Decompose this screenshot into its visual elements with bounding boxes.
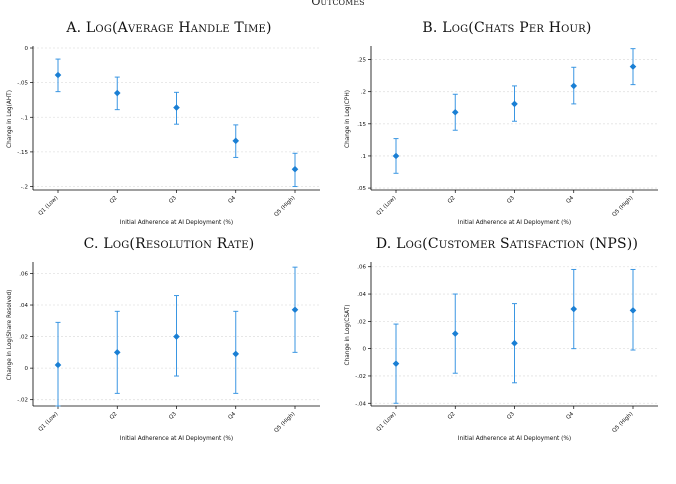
data-point [570,305,578,313]
chart-resolution: -.02 0 .02 .04 .06 Q1 (Low) Q2 Q3 Q4 Q5 (High) Ini… [7,262,320,442]
x-tick-label: Q5 (High) [273,195,296,218]
y-tick-label: .06 [19,271,28,277]
data-point [629,63,637,70]
y-tick-label: .1 [361,154,366,160]
data-point [451,330,459,337]
x-tick-label: Q2 [109,195,119,205]
y-tick-label: 0 [25,46,29,52]
data-point [451,108,459,116]
data-point [392,152,400,160]
x-tick-label: Q4 [227,411,237,421]
y-tick-label: .06 [357,265,366,271]
y-axis-title: Change in Log(CPH) [345,90,351,148]
x-tick-label: Q4 [565,195,575,205]
y-tick-label: -.05 [17,81,28,87]
x-axis-title: Initial Adherence at AI Deployment (%) [120,436,233,442]
data-point [113,89,121,97]
data-point [392,360,400,367]
chart-aht: 0 -.05 -.1 -.15 -.2 Q1 (Low) Q2 Q3 Q4 Q5 (High) In… [7,46,320,226]
y-tick-label: -.02 [355,374,366,380]
x-tick-label: Q1 (Low) [376,411,398,433]
data-point [291,165,299,173]
y-tick-label: .25 [357,58,366,64]
x-tick-label: Q4 [565,411,575,421]
x-tick-label: Q3 [506,195,516,205]
data-point [54,361,62,369]
data-point [232,350,240,358]
chart-csat: -.04 -.02 0 .02 .04 .06 Q1 (Low) Q2 Q3 Q4 Q5 (High… [345,262,658,442]
x-tick-label: Q1 (Low) [38,411,60,433]
y-tick-label: -.1 [21,115,28,121]
y-axis-title: Change in Log(AHT) [7,90,13,148]
data-point [232,137,240,145]
x-tick-label: Q1 (Low) [38,195,60,217]
panel-resolution: C. Log(Resolution Rate) -.02 0 .02 .04 .06 Q1… [0,236,338,451]
panel-title: C. Log(Resolution Rate) [83,236,255,252]
data-point [113,349,121,356]
x-tick-label: Q2 [447,195,457,205]
y-tick-label: -.04 [355,401,366,407]
data-point [570,82,578,90]
chart-cph: .05 .1 .15 .2 .25 Q1 (Low) Q2 Q3 Q4 Q5 (High) Init… [345,46,658,226]
y-tick-label: -.2 [21,185,28,191]
data-point [291,306,299,314]
x-tick-label: Q1 (Low) [376,195,398,217]
y-axis-title: Change in Log(Share Resolved) [7,290,13,381]
y-tick-label: 0 [25,366,29,372]
data-point [54,71,62,79]
y-tick-label: .02 [19,335,28,341]
x-tick-label: Q4 [227,195,237,205]
y-tick-label: .2 [361,90,366,96]
data-point [173,104,180,111]
x-axis-title: Initial Adherence at AI Deployment (%) [120,220,233,226]
x-tick-label: Q3 [506,411,516,421]
panel-title: D. Log(Customer Satisfaction (NPS)) [375,236,639,252]
data-point [511,100,518,108]
data-point [173,333,180,340]
x-tick-label: Q2 [447,411,457,421]
panel-cph: B. Log(Chats Per Hour) .05 .1 .15 .2 .25 Q1 (… [338,20,676,235]
x-axis-title: Initial Adherence at AI Deployment (%) [458,436,571,442]
y-tick-label: .15 [357,122,366,128]
y-tick-label: .02 [357,319,366,325]
y-tick-label: 0 [363,347,367,353]
x-tick-label: Q5 (High) [611,411,634,434]
data-point [511,339,518,347]
y-tick-label: -.15 [17,150,28,156]
y-tick-label: .04 [357,292,366,298]
y-axis-title: Change in Log(CSAT) [345,305,351,366]
x-axis-title: Initial Adherence at AI Deployment (%) [458,220,571,226]
data-point [629,307,637,314]
panel-title: A. Log(Average Handle Time) [66,20,272,36]
x-tick-label: Q5 (High) [273,411,296,434]
y-tick-label: -.02 [17,398,28,404]
figure-title: Outcomes [311,0,365,8]
x-tick-label: Q2 [109,411,119,421]
x-tick-label: Q3 [168,411,178,421]
panel-csat: D. Log(Customer Satisfaction (NPS)) -.04… [338,236,676,451]
x-tick-label: Q3 [168,195,178,205]
panel-aht: A. Log(Average Handle Time) 0 -.05 -.1 -.15… [0,20,338,235]
y-tick-label: .04 [19,303,28,309]
x-tick-label: Q5 (High) [611,195,634,218]
y-tick-label: .05 [357,186,366,192]
panel-title: B. Log(Chats Per Hour) [422,20,592,36]
